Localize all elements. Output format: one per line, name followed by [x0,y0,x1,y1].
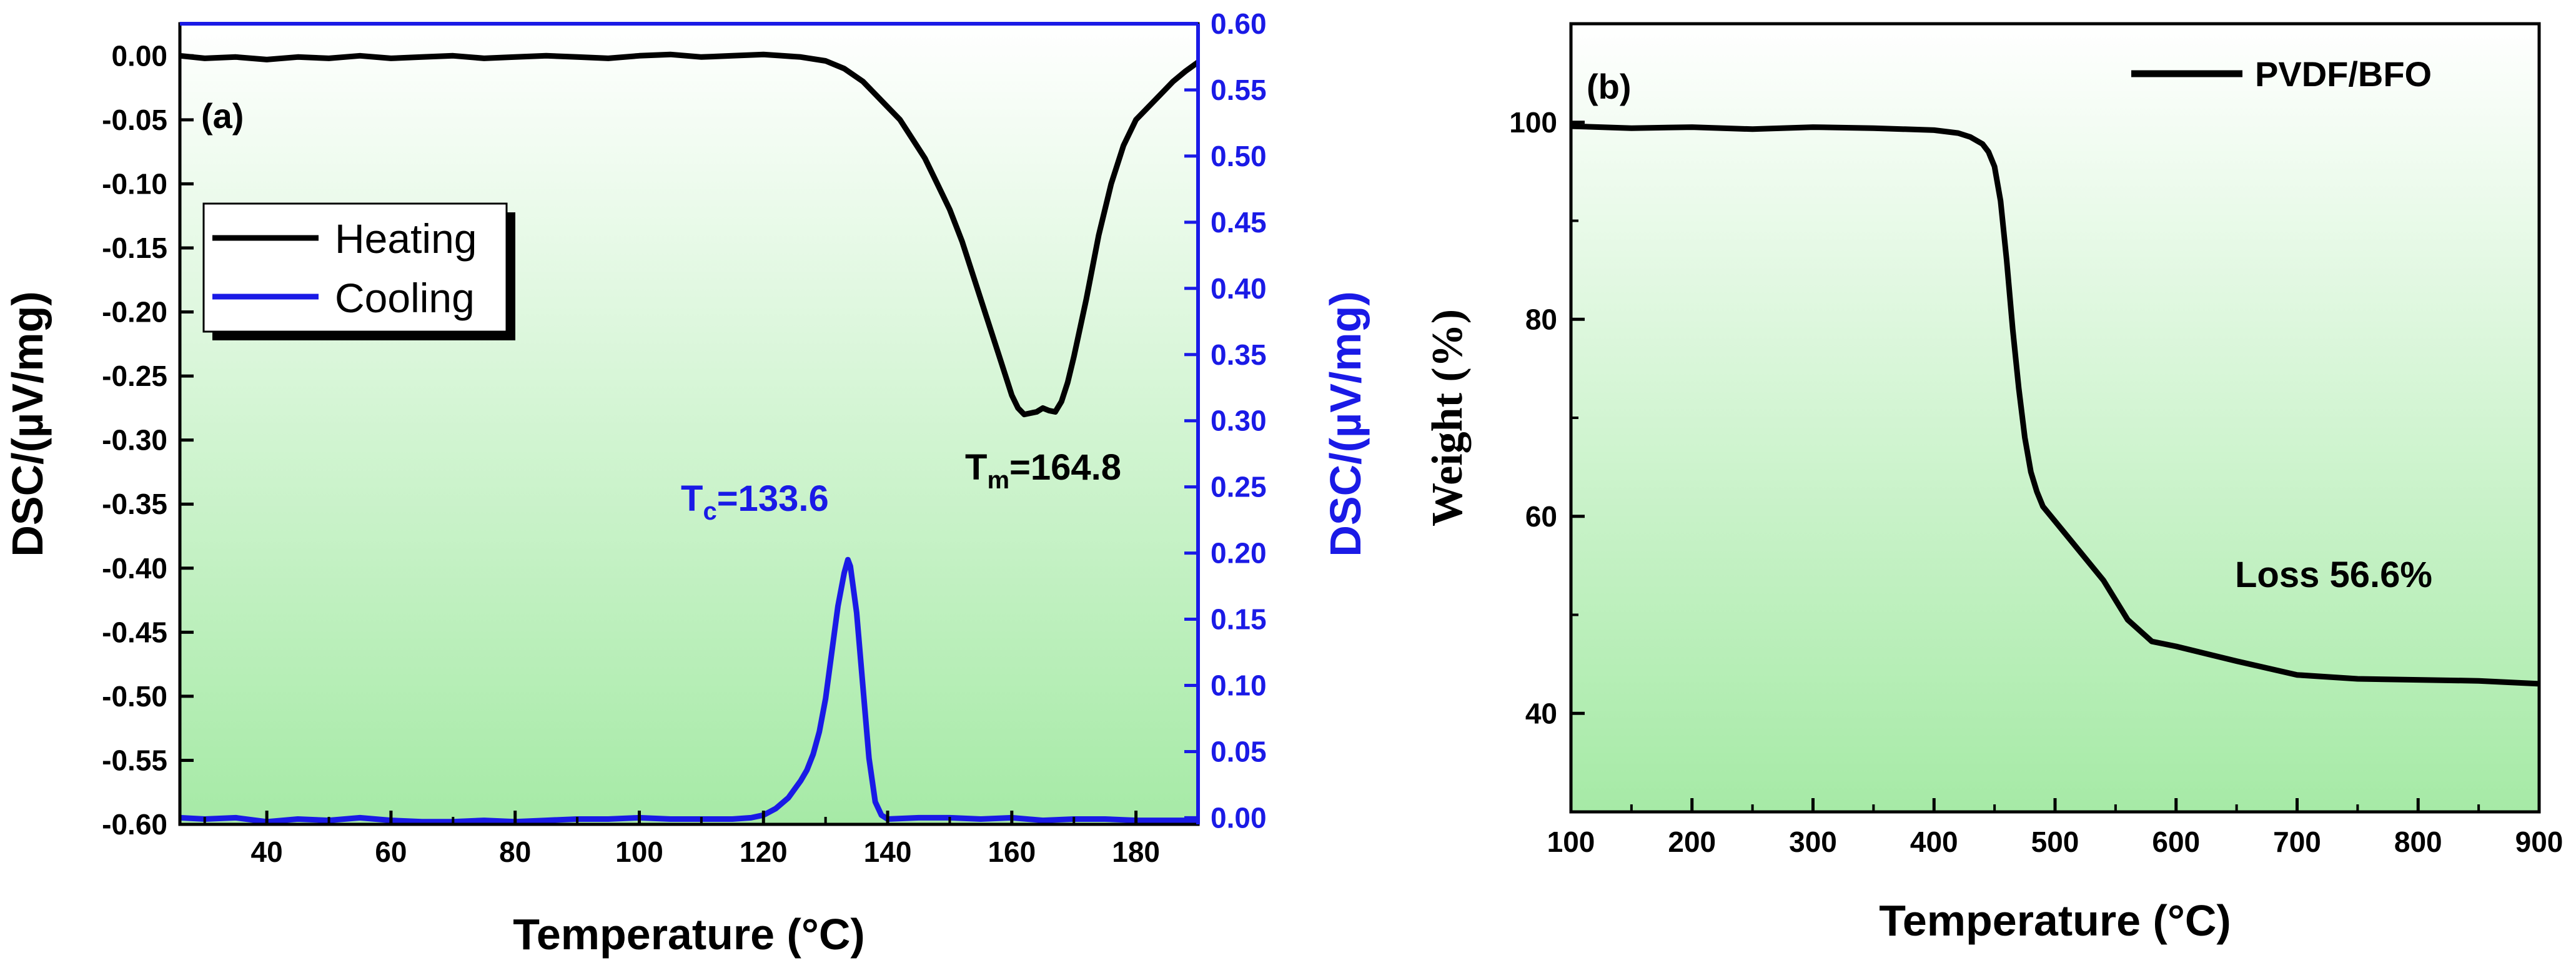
chart-a-y-tick-label: -0.30 [102,424,167,457]
chart-b-panel-label: (b) [1587,67,1632,106]
chart-a-x-tick-label: 80 [499,836,531,868]
legend-heating-label: Heating [335,215,477,262]
chart-a-panel-label: (a) [201,96,244,136]
chart-a-y-tick-label: 0.00 [111,39,167,72]
chart-a-y-tick-label: -0.15 [102,232,167,264]
chart-a-y2-tick-label: 0.30 [1211,405,1267,437]
legend-cooling-label: Cooling [335,275,475,321]
chart-a-y2-tick-label: 0.35 [1211,338,1267,371]
chart-a-y-tick-label: -0.35 [102,488,167,520]
annotation-tm: Tm=164.8 [965,447,1121,494]
chart-b-x-tick-label: 900 [2515,826,2564,858]
chart-b-y-tick-label: 40 [1525,697,1557,729]
chart-a-y2-tick-label: 0.10 [1211,669,1267,702]
chart-b-plot-background [1571,24,2539,812]
chart-a-y2-tick-label: 0.45 [1211,206,1267,239]
chart-a-y2-tick-label: 0.60 [1211,7,1267,40]
chart-a-y-tick-label: -0.40 [102,552,167,585]
legend-pvdf-label: PVDF/BFO [2255,54,2432,94]
chart-a-x-tick-label: 140 [864,836,912,868]
chart-b-x-tick-label: 200 [1668,826,1716,858]
chart-a-y-tick-label: -0.10 [102,167,167,200]
chart-a-y2-tick-label: 0.00 [1211,801,1267,834]
chart-b-legend: PVDF/BFO [2131,54,2432,94]
chart-a-y2-tick-label: 0.20 [1211,537,1267,570]
chart-a-x-tick-label: 40 [251,836,283,868]
chart-a-y-tick-label: -0.20 [102,296,167,328]
chart-b-frame [1569,22,2541,814]
chart-a-y2-tick-label: 0.50 [1211,140,1267,172]
chart-a-x-tick-label: 60 [375,836,407,868]
chart-a-y2-tick-label: 0.05 [1211,735,1267,768]
chart-a-x-tick-label: 180 [1112,836,1160,868]
annotation-tc: Tc=133.6 [681,478,829,525]
chart-b-x-tick-label: 100 [1547,826,1595,858]
chart-a-y2-tick-label: 0.25 [1211,471,1267,503]
chart-a-x-tick-label: 120 [740,836,788,868]
chart-b-x-tick-label: 500 [2031,826,2079,858]
chart-a-y-axis-title: DSC/(µV/mg) [3,291,52,556]
chart-a-y-tick-label: -0.05 [102,104,167,136]
chart-a-plot-background [180,24,1198,824]
chart-a: 40 60 80 100 120 140 160 180 0.00 -0.05 -0.10 -0.15… [3,7,1370,959]
chart-a-y-tick-label: -0.25 [102,360,167,392]
chart-a-y2-tick-label: 0.40 [1211,272,1267,305]
annotation-loss: Loss 56.6% [2235,555,2432,595]
chart-a-x-tick-label: 160 [988,836,1036,868]
chart-a-y2-tick-label: 0.15 [1211,603,1267,636]
chart-b-x-tick-label: 300 [1789,826,1837,858]
chart-b-y-axis-title: Weight (%) [1424,309,1472,526]
chart-a-y2-axis-title: DSC/(µV/mg) [1321,291,1370,556]
chart-b-x-axis-title: Temperature (°C) [1879,896,2231,945]
chart-b-weight-line [1570,123,2540,687]
chart-b: 100 200 300 400 500 600 700 800 900 40 60 80 100 (b)… [1424,22,2564,945]
chart-b-x-tick-label: 800 [2394,826,2442,858]
chart-a-x-axis-title: Temperature (°C) [513,910,864,959]
chart-a-y2-tick-label: 0.55 [1211,74,1267,106]
chart-b-x-tick-label: 600 [2152,826,2200,858]
chart-a-heating-line [179,51,1200,418]
chart-b-y-tick-label: 60 [1525,500,1557,533]
chart-b-y-tick-label: 80 [1525,303,1557,335]
chart-a-legend: Heating Cooling [202,202,515,340]
chart-a-y-tick-label: -0.60 [102,808,167,841]
chart-b-y-tick-label: 100 [1509,106,1557,139]
chart-b-x-tick-label: 400 [1910,826,1958,858]
chart-a-y-tick-label: -0.55 [102,744,167,776]
chart-a-y-tick-label: -0.50 [102,680,167,713]
chart-b-x-tick-label: 700 [2273,826,2321,858]
chart-a-y-tick-label: -0.45 [102,616,167,648]
chart-a-x-tick-label: 100 [615,836,663,868]
